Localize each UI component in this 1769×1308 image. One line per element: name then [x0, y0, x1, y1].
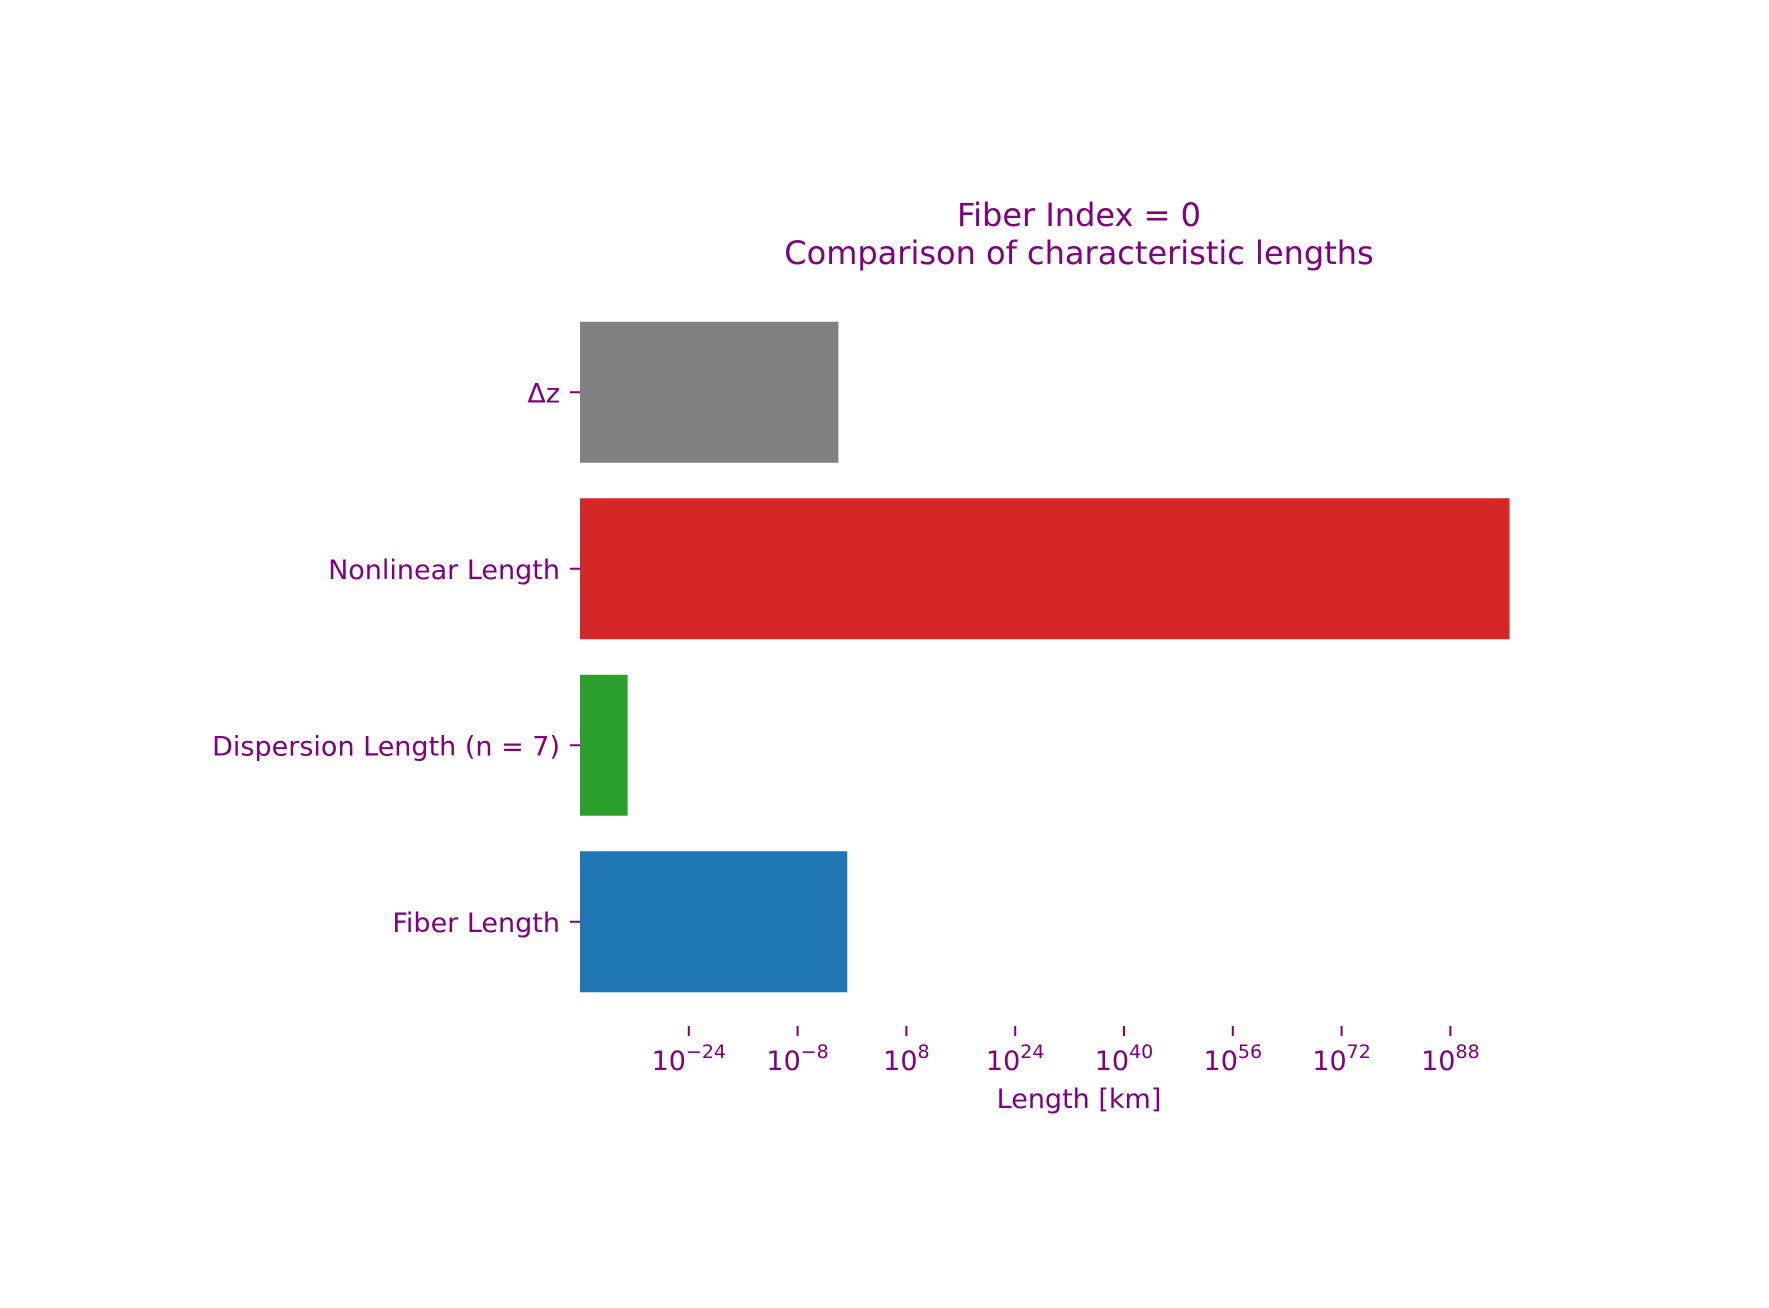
- x-axis-label: Length [km]: [997, 1084, 1162, 1115]
- x-tick-label: 108: [883, 1041, 929, 1077]
- x-tick-label: 1040: [1095, 1041, 1154, 1077]
- y-tick-label: Fiber Length: [392, 908, 560, 939]
- bars-group: [580, 321, 1510, 993]
- x-tick-label: 1024: [986, 1041, 1045, 1077]
- x-tick-label: 1088: [1421, 1041, 1480, 1077]
- x-tick-label: 10−24: [652, 1041, 726, 1077]
- bar-nonlinear-length: [580, 498, 1510, 640]
- bar-fiber-length: [580, 851, 848, 993]
- y-tick-label: Δz: [527, 378, 560, 409]
- x-tick-label: 10−8: [766, 1041, 828, 1077]
- chart-title-line-2: Comparison of characteristic lengths: [784, 234, 1373, 272]
- x-axis: 10−24 10−8 108 1024 1040 1056 1072 1088: [652, 1026, 1480, 1077]
- y-tick-label: Dispersion Length (n = 7): [212, 731, 560, 762]
- x-tick-label: 1056: [1204, 1041, 1263, 1077]
- bar-dispersion-length-n-7: [580, 674, 628, 816]
- y-axis: Fiber Length Dispersion Length (n = 7) Non…: [212, 378, 580, 939]
- x-tick-label: 1072: [1312, 1041, 1371, 1077]
- bar-z: [580, 321, 839, 463]
- y-tick-label: Nonlinear Length: [328, 555, 560, 586]
- chart-title-line-1: Fiber Index = 0: [957, 196, 1201, 234]
